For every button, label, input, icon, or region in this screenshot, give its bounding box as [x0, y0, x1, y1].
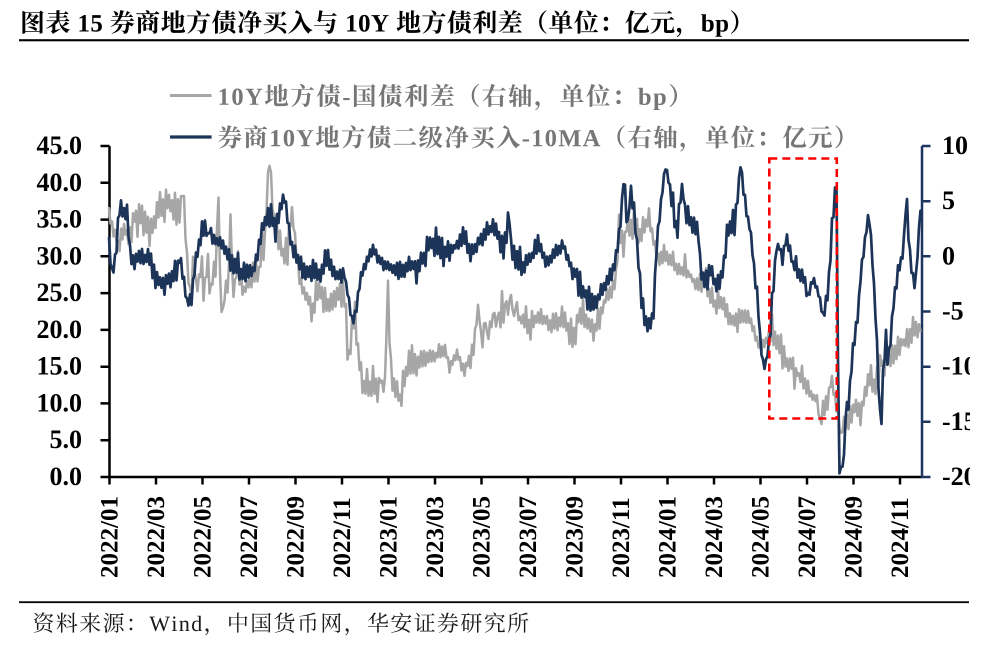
svg-text:2022/11: 2022/11	[329, 497, 356, 578]
svg-text:2023/07: 2023/07	[515, 496, 542, 578]
svg-text:2023/01: 2023/01	[376, 496, 403, 578]
svg-text:5: 5	[942, 186, 955, 215]
svg-text:2022/03: 2022/03	[143, 496, 170, 578]
svg-text:2024/09: 2024/09	[841, 496, 868, 578]
svg-text:-5: -5	[942, 297, 964, 326]
svg-text:5.0: 5.0	[50, 425, 83, 454]
svg-text:15.0: 15.0	[37, 352, 83, 381]
svg-text:2022/05: 2022/05	[190, 496, 217, 578]
svg-text:2023/03: 2023/03	[422, 496, 449, 578]
svg-text:40.0: 40.0	[37, 168, 83, 197]
svg-text:30.0: 30.0	[37, 241, 83, 270]
svg-text:2024/07: 2024/07	[794, 496, 821, 578]
svg-text:2023/09: 2023/09	[562, 496, 589, 578]
svg-text:25.0: 25.0	[37, 278, 83, 307]
svg-text:35.0: 35.0	[37, 205, 83, 234]
svg-text:0.0: 0.0	[50, 462, 83, 491]
svg-text:2022/09: 2022/09	[283, 496, 310, 578]
svg-text:10: 10	[942, 131, 968, 160]
svg-text:2024/01: 2024/01	[655, 496, 682, 578]
svg-text:-10: -10	[942, 352, 977, 381]
svg-text:0: 0	[942, 241, 955, 270]
svg-text:2024/03: 2024/03	[701, 496, 728, 578]
svg-text:2023/11: 2023/11	[608, 497, 635, 578]
svg-text:2024/05: 2024/05	[748, 496, 775, 578]
svg-text:-15: -15	[942, 407, 977, 436]
svg-text:45.0: 45.0	[37, 131, 83, 160]
svg-text:2023/05: 2023/05	[469, 496, 496, 578]
svg-text:-20: -20	[942, 462, 977, 491]
svg-text:20.0: 20.0	[37, 315, 83, 344]
svg-text:2022/07: 2022/07	[236, 496, 263, 578]
svg-text:2024/11: 2024/11	[887, 497, 914, 578]
svg-text:10.0: 10.0	[37, 388, 83, 417]
svg-text:2022/01: 2022/01	[97, 496, 124, 578]
